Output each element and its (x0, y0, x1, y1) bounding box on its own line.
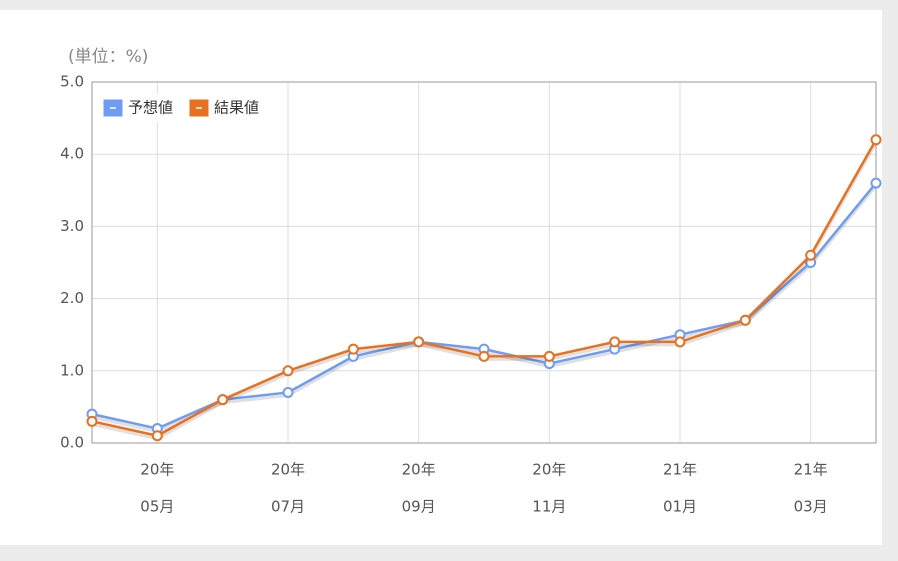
unit-label: (単位：%) (68, 47, 148, 67)
point (282, 365, 294, 377)
y-tick-label: 0.0 (60, 434, 84, 452)
point (870, 134, 882, 146)
panel (0, 10, 882, 545)
point (217, 394, 229, 406)
legend-box (99, 94, 277, 122)
y-tick-label: 3.0 (60, 217, 84, 235)
point (86, 415, 98, 427)
y-tick-label: 5.0 (60, 73, 84, 91)
x-tick-label: 20年 (140, 461, 174, 479)
x-tick-label: 05月 (140, 498, 174, 516)
point (870, 177, 882, 189)
x-tick-label: 21年 (794, 461, 828, 479)
x-tick-label: 21年 (663, 461, 697, 479)
x-tick-label: 20年 (402, 461, 436, 479)
x-tick-label: 07月 (271, 498, 305, 516)
point (805, 249, 817, 261)
x-tick-label: 20年 (271, 461, 305, 479)
x-tick-label: 11月 (532, 498, 566, 516)
legend-label: 予想値 (128, 99, 173, 117)
legend-label: 結果値 (214, 99, 259, 117)
point (347, 343, 359, 355)
plot-frame (91, 81, 877, 444)
y-tick-label: 2.0 (60, 289, 84, 307)
y-tick-label: 1.0 (60, 361, 84, 379)
point (282, 386, 294, 398)
point (739, 314, 751, 326)
x-tick-label: 01月 (663, 498, 697, 516)
x-tick-label: 03月 (794, 498, 828, 516)
x-tick-label: 20年 (532, 461, 566, 479)
point (478, 350, 490, 362)
point (151, 430, 163, 442)
point (413, 336, 425, 348)
point (674, 336, 686, 348)
y-tick-label: 4.0 (60, 145, 84, 163)
point (543, 350, 555, 362)
x-tick-label: 09月 (402, 498, 436, 516)
point (609, 336, 621, 348)
